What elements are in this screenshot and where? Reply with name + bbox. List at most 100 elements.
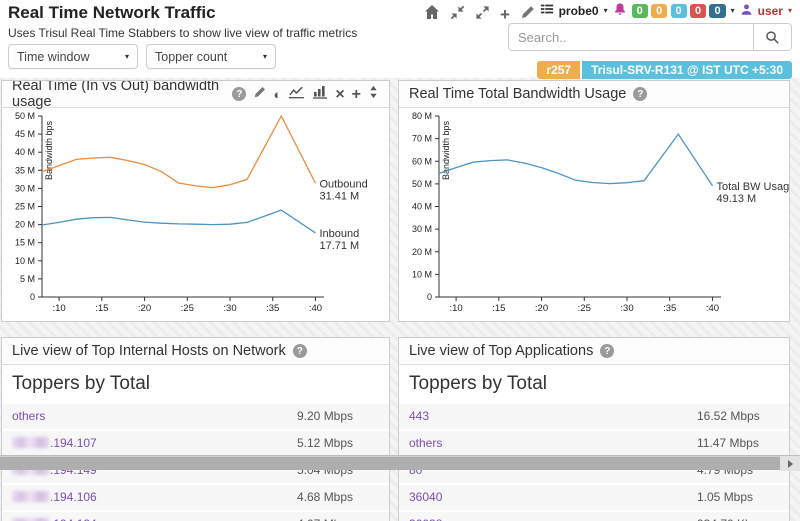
sort-icon[interactable]	[368, 85, 379, 103]
topper-link[interactable]: 36040	[409, 490, 443, 504]
bell-icon[interactable]	[613, 2, 627, 19]
svg-text:40 M: 40 M	[15, 147, 35, 157]
svg-text:20 M: 20 M	[412, 247, 432, 257]
panel-title: Real Time Total Bandwidth Usage	[409, 86, 627, 102]
svg-text:70 M: 70 M	[412, 134, 432, 144]
edit-dashboard-icon[interactable]	[520, 5, 535, 25]
account-bar: probe0 ▾ 0 0 0 0 0 ▾ user ▾	[540, 2, 792, 19]
svg-text:30 M: 30 M	[412, 224, 432, 234]
svg-text::40: :40	[706, 303, 719, 314]
svg-text::25: :25	[578, 303, 591, 314]
chevron-down-icon[interactable]: ▾	[730, 6, 735, 15]
probe-selector[interactable]: probe0	[558, 3, 599, 18]
help-icon[interactable]: ?	[292, 344, 307, 358]
topper-count-select[interactable]: Topper count ▾	[146, 44, 276, 69]
table-row: 36040 1.05 Mbps	[399, 485, 789, 512]
table-row: others 9.20 Mbps	[2, 404, 389, 431]
svg-text:Total BW Usage: Total BW Usage	[716, 181, 789, 193]
svg-text::30: :30	[223, 303, 236, 314]
search-button[interactable]	[754, 23, 792, 51]
in-vs-out-chart: 0 5 M 10 M 15 M 20 M 25 M 30 M 35 M 40 M 45 M 50 M…	[15, 111, 368, 314]
page-title: Real Time Network Traffic	[8, 3, 216, 22]
svg-text:15 M: 15 M	[15, 238, 35, 248]
svg-text:31.41 M: 31.41 M	[319, 190, 359, 202]
topper-link[interactable]: others	[12, 409, 46, 423]
toppers-section-title: Toppers by Total	[409, 373, 548, 394]
redacted-ip-prefix	[12, 491, 49, 502]
svg-text::35: :35	[663, 303, 676, 314]
topper-link[interactable]: 443	[409, 409, 430, 423]
page-subtitle: Uses Trisul Real Time Stabbers to show l…	[8, 26, 358, 40]
svg-text::40: :40	[309, 303, 322, 314]
panel-top-applications: Live view of Top Applications ? Toppers …	[398, 337, 790, 521]
panel-total-bandwidth: Real Time Total Bandwidth Usage ? 0 10 M 2…	[398, 80, 790, 322]
toppers-section-title: Toppers by Total	[12, 373, 151, 394]
user-icon	[740, 3, 753, 19]
topper-value: 1.05 Mbps	[697, 490, 754, 504]
help-icon[interactable]: ?	[232, 87, 247, 101]
line-chart-icon[interactable]	[288, 85, 305, 103]
help-icon[interactable]: ?	[600, 344, 615, 358]
add-dashboard-icon[interactable]: +	[500, 4, 510, 24]
table-row: 443 16.52 Mbps	[399, 404, 789, 431]
bar-chart-icon[interactable]	[312, 85, 328, 103]
svg-text::35: :35	[266, 303, 279, 314]
alert-badges: 0 0 0 0 0	[631, 3, 726, 18]
alert-count-badge[interactable]: 0	[631, 4, 648, 18]
home-icon[interactable]	[424, 4, 440, 25]
edit-widget-icon[interactable]	[253, 86, 266, 103]
topper-value: 11.47 Mbps	[697, 436, 759, 450]
table-row: 36038934.70 Kbps	[399, 512, 789, 521]
panel-top-hosts: Live view of Top Internal Hosts on Netwo…	[1, 337, 390, 521]
top-applications-table: 443 16.52 Mbps others 11.47 Mbps 80 4.79 Mbps…	[399, 404, 789, 521]
panel-title: Real Time (In vs Out) bandwidth usage	[12, 80, 220, 110]
svg-text:45 M: 45 M	[15, 129, 35, 139]
svg-text:10 M: 10 M	[412, 269, 432, 279]
close-icon[interactable]: ×	[335, 85, 345, 103]
table-row: .194.106 4.68 Mbps	[2, 485, 389, 512]
time-window-select[interactable]: Time window ▾	[8, 44, 138, 69]
redacted-ip-prefix	[12, 518, 49, 521]
compress-icon[interactable]	[450, 5, 465, 25]
svg-text::15: :15	[492, 303, 505, 314]
svg-text:50 M: 50 M	[412, 179, 432, 189]
alert-count-badge[interactable]: 0	[709, 4, 726, 18]
svg-text:30 M: 30 M	[15, 183, 35, 193]
topper-link[interactable]: .194.107	[12, 436, 297, 450]
expand-icon[interactable]	[475, 5, 490, 25]
alert-count-badge[interactable]: 0	[651, 4, 668, 18]
svg-text::30: :30	[620, 303, 633, 314]
svg-text::20: :20	[138, 303, 151, 314]
table-row: others 11.47 Mbps	[399, 431, 789, 458]
search-bar	[508, 23, 792, 51]
svg-text:0: 0	[30, 292, 35, 302]
topper-link[interactable]: .194.124	[12, 517, 297, 521]
help-icon[interactable]: ?	[633, 87, 648, 101]
panel-in-vs-out: Real Time (In vs Out) bandwidth usage ? …	[1, 80, 390, 322]
svg-text:80 M: 80 M	[412, 111, 432, 121]
topper-link[interactable]: 36038	[409, 517, 697, 521]
scrollbar-thumb[interactable]	[0, 457, 780, 470]
total-bandwidth-chart: 0 10 M 20 M 30 M 40 M 50 M 60 M 70 M 80 M:10:15:…	[412, 111, 789, 314]
top-header: Real Time Network Traffic Uses Trisul Re…	[0, 0, 800, 79]
topper-value: 16.52 Mbps	[697, 409, 760, 423]
redacted-ip-prefix	[12, 437, 49, 448]
table-row: .194.1244.07 Mbps	[2, 512, 389, 521]
scrollbar-right-arrow-icon[interactable]	[780, 456, 800, 471]
release-badge: r257	[537, 61, 581, 79]
server-badge: Trisul-SRV-R131 @ IST UTC +5:30	[582, 61, 792, 79]
search-input[interactable]	[508, 23, 754, 51]
table-row: .194.107 5.12 Mbps	[2, 431, 389, 458]
alert-count-badge[interactable]: 0	[670, 4, 687, 18]
search-icon	[766, 30, 779, 44]
topper-link[interactable]: .194.106	[12, 490, 297, 504]
svg-text:50 M: 50 M	[15, 111, 35, 121]
add-icon[interactable]: +	[351, 85, 361, 103]
topper-link[interactable]: others	[409, 436, 443, 450]
chevron-down-icon: ▾	[124, 52, 129, 61]
user-menu[interactable]: user	[757, 3, 783, 18]
contrast-icon[interactable]: ◐	[273, 86, 282, 102]
alert-count-badge[interactable]: 0	[690, 4, 707, 18]
top-hosts-table: others 9.20 Mbps .194.107 5.12 Mbps .194.149…	[2, 404, 389, 521]
horizontal-scrollbar[interactable]	[0, 455, 800, 471]
